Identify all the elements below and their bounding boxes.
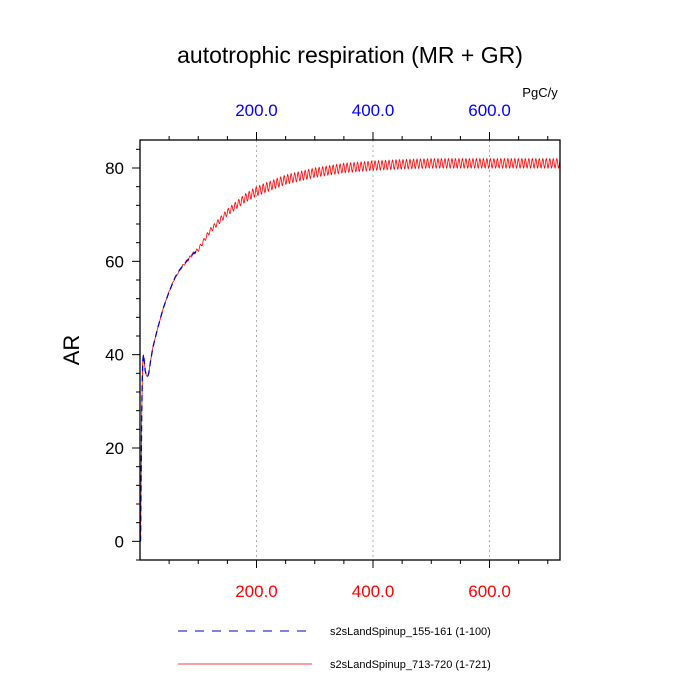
plot-frame xyxy=(139,139,561,561)
units-label: PgC/y xyxy=(522,85,558,100)
y-axis-label: AR xyxy=(59,335,84,366)
x-tick-label-top: 600.0 xyxy=(468,101,511,120)
series-line xyxy=(139,249,199,542)
y-tick-label: 60 xyxy=(105,252,124,271)
legend-label: s2sLandSpinup_155-161 (1-100) xyxy=(330,626,491,638)
x-tick-label-bottom: 600.0 xyxy=(468,582,511,601)
y-tick-label: 80 xyxy=(105,159,124,178)
y-tick-label: 40 xyxy=(105,346,124,365)
x-tick-label-bottom: 200.0 xyxy=(235,582,278,601)
y-tick-label: 0 xyxy=(115,532,124,551)
x-tick-label-top: 400.0 xyxy=(352,101,395,120)
x-tick-label-top: 200.0 xyxy=(235,101,278,120)
chart-title: autotrophic respiration (MR + GR) xyxy=(177,42,523,68)
grid-lines xyxy=(256,140,491,560)
legend: s2sLandSpinup_155-161 (1-100) s2sLandSpin… xyxy=(178,626,491,671)
axes: 200.0 200.0 400.0 400.0 600.0 600.0 0 20 40 60 80 xyxy=(105,101,561,601)
legend-label: s2sLandSpinup_713-720 (1-721) xyxy=(330,659,491,671)
x-tick-label-bottom: 400.0 xyxy=(352,582,395,601)
y-tick-label: 20 xyxy=(105,439,124,458)
series-line xyxy=(140,157,561,542)
data-series xyxy=(139,157,561,542)
